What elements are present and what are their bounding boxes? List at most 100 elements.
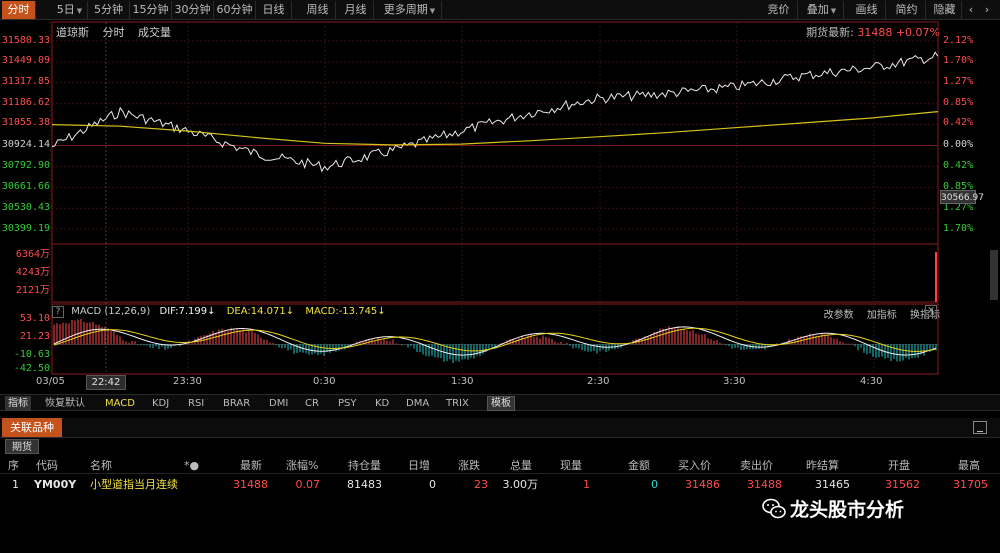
tab-rsi[interactable]: RSI — [188, 398, 205, 409]
help-icon[interactable]: ? — [52, 306, 64, 318]
average-line — [51, 111, 939, 146]
tab-weekly[interactable]: 周线 — [300, 1, 336, 19]
col-header[interactable]: 卖出价 — [740, 459, 773, 472]
table-row[interactable]: 1 YM00Y 小型道指当月连续 31488 0.07 81483 0 23 3… — [0, 476, 1000, 494]
cell-cur-vol: 1 — [583, 478, 590, 491]
tab-dma[interactable]: DMA — [406, 398, 430, 409]
col-header[interactable]: 日增 — [408, 459, 430, 472]
tab-psy[interactable]: PSY — [338, 398, 357, 409]
cell-oi: 81483 — [347, 478, 382, 491]
pct-tick: 2.12% — [943, 35, 974, 46]
simple-mode-button[interactable]: 简约 — [888, 1, 926, 19]
tab-kdj[interactable]: KDJ — [152, 398, 170, 409]
volume-panel-frame — [51, 243, 939, 303]
latest-price: 31488 — [857, 26, 893, 39]
time-tick: 1:30 — [451, 376, 474, 387]
macd-dea-line — [53, 327, 937, 352]
cell-change: 23 — [474, 478, 488, 491]
col-header[interactable]: 买入价 — [678, 459, 711, 472]
tab-intraday[interactable]: 分时 — [2, 1, 36, 19]
draw-line-button[interactable]: 画线 — [848, 1, 886, 19]
tab-5min[interactable]: 5分钟 — [88, 1, 130, 19]
latest-label: 期货最新: — [806, 26, 854, 39]
macd-tick: 53.10 — [19, 313, 50, 324]
overlay-dropdown[interactable]: 叠加 ▼ — [800, 1, 844, 19]
pct-tick: 1.27% — [943, 76, 974, 87]
col-header[interactable]: 总量 — [510, 459, 532, 472]
minimize-icon[interactable] — [973, 421, 987, 434]
col-header[interactable]: 持仓量 — [348, 459, 381, 472]
table-header: 序 代码 名称 *● 最新 涨幅% 持仓量 日增 涨跌 总量 现量 金额 买入价… — [0, 457, 1000, 474]
tab-daily[interactable]: 日线 — [256, 1, 292, 19]
scrollbar[interactable] — [990, 250, 998, 300]
price-tick: 30399.19 — [1, 223, 50, 234]
price-tick: 31317.85 — [1, 76, 50, 87]
volume-tick: 4243万 — [15, 267, 50, 278]
tab-kd[interactable]: KD — [375, 398, 390, 409]
tab-cr[interactable]: CR — [305, 398, 319, 409]
more-periods-dropdown[interactable]: 更多周期 ▼ — [378, 1, 442, 19]
cell-last: 31488 — [233, 478, 268, 491]
tab-reset-default[interactable]: 恢复默认 — [45, 398, 85, 409]
macd-tick: -10.63 — [13, 349, 50, 360]
col-header[interactable]: 现量 — [560, 459, 582, 472]
star-dot-icon[interactable]: *● — [184, 459, 200, 472]
watermark-text: 龙头股市分析 — [790, 499, 905, 521]
add-indicator-button[interactable]: 加指标 — [866, 310, 897, 321]
tab-related[interactable]: 关联品种 — [2, 418, 62, 437]
tab-60min[interactable]: 60分钟 — [214, 1, 256, 19]
tab-brar[interactable]: BRAR — [223, 398, 251, 409]
macd-dif-line — [53, 326, 937, 356]
tab-15min[interactable]: 15分钟 — [130, 1, 172, 19]
tab-trix[interactable]: TRIX — [446, 398, 469, 409]
pct-tick: 0.00% — [943, 139, 974, 150]
col-header[interactable]: 最新 — [240, 459, 262, 472]
chevron-down-icon: ▼ — [830, 7, 837, 15]
prev-icon[interactable]: ‹ — [968, 3, 974, 16]
tab-30min[interactable]: 30分钟 — [172, 1, 214, 19]
col-header[interactable]: 开盘 — [888, 459, 910, 472]
chevron-down-icon: ▼ — [76, 7, 83, 15]
col-header[interactable]: 序 — [8, 459, 19, 472]
price-panel-frame — [51, 21, 939, 245]
tab-dmi[interactable]: DMI — [269, 398, 289, 409]
pct-tick: 0.42% — [943, 117, 974, 128]
cell-high: 31705 — [953, 478, 988, 491]
price-tick: 30530.43 — [1, 202, 50, 213]
date-label: 03/05 — [36, 376, 65, 387]
auction-button[interactable]: 竞价 — [760, 1, 798, 19]
time-tick: 23:30 — [173, 376, 202, 387]
tab-5day[interactable]: 5日 ▼ — [52, 1, 88, 19]
wechat-icon — [762, 498, 786, 519]
arrow-down-icon: ↓ — [377, 306, 386, 317]
col-header[interactable]: 涨幅% — [286, 459, 319, 472]
col-header[interactable]: 金额 — [628, 459, 650, 472]
chevron-down-icon: ▼ — [429, 7, 436, 15]
col-header[interactable]: 昨结算 — [806, 459, 839, 472]
macd-value: MACD:-13.745 — [305, 306, 378, 317]
tab-template[interactable]: 模板 — [487, 396, 515, 411]
pct-tick: 0.42% — [943, 160, 974, 171]
next-icon[interactable]: › — [984, 3, 990, 16]
col-header[interactable]: 涨跌 — [458, 459, 480, 472]
tab-indicator[interactable]: 指标 — [5, 396, 31, 411]
tab-futures[interactable]: 期货 — [5, 439, 39, 454]
tab-macd[interactable]: MACD — [105, 398, 135, 409]
hide-button[interactable]: 隐藏 — [928, 1, 962, 19]
col-header[interactable]: 最高 — [958, 459, 980, 472]
tab-monthly[interactable]: 月线 — [338, 1, 374, 19]
price-line — [51, 51, 939, 173]
price-tick: 31580.33 — [1, 35, 50, 46]
edit-params-button[interactable]: 改参数 — [823, 310, 854, 321]
time-tick: 4:30 — [860, 376, 883, 387]
intraday-chart[interactable] — [0, 0, 1000, 395]
close-icon[interactable]: ✕ — [925, 305, 937, 317]
col-header[interactable]: 代码 — [36, 459, 58, 472]
pct-tick: 1.70% — [943, 223, 974, 234]
col-header[interactable]: 名称 — [90, 459, 112, 472]
price-tick: 30792.90 — [1, 160, 50, 171]
latest-change: +0.07% — [895, 26, 940, 39]
pct-tick: 1.70% — [943, 55, 974, 66]
period-toolbar: 分时 5日 ▼ 5分钟 15分钟 30分钟 60分钟 日线 周线 月线 更多周期 ▼… — [0, 0, 1000, 20]
pct-tick: 0.85% — [943, 97, 974, 108]
